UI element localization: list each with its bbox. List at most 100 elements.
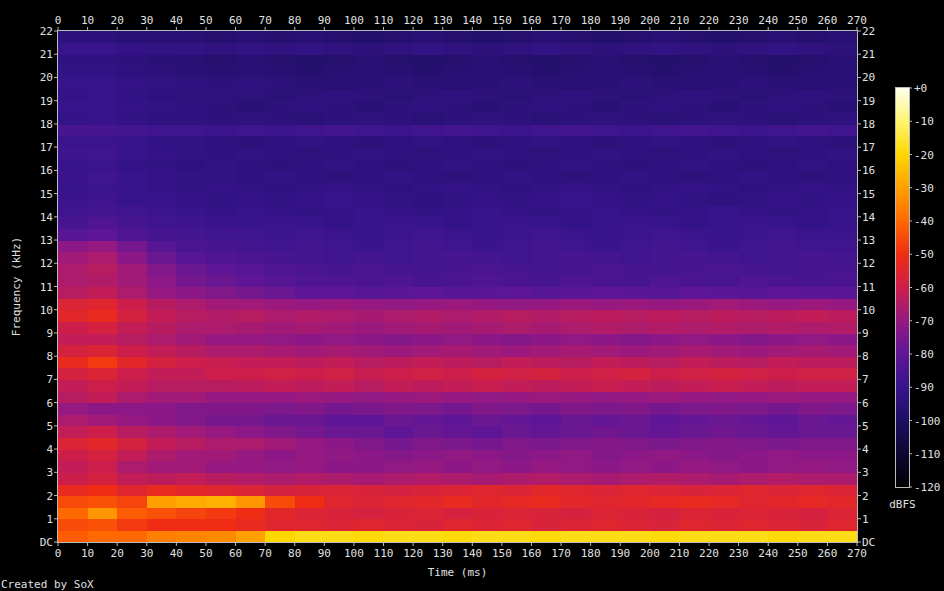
cell	[265, 519, 295, 531]
cell	[472, 356, 502, 368]
cell	[295, 403, 325, 415]
cell	[324, 298, 354, 310]
cell	[561, 182, 591, 194]
x-tick-label: 180	[581, 547, 601, 560]
cell	[679, 31, 709, 43]
cell	[206, 66, 236, 78]
cell	[88, 496, 118, 508]
cell	[384, 530, 414, 542]
cell	[591, 54, 621, 66]
cell	[768, 414, 798, 426]
cell	[502, 194, 532, 206]
cell	[384, 43, 414, 55]
cell	[147, 182, 177, 194]
cell	[739, 426, 769, 438]
cell	[561, 368, 591, 380]
cell	[561, 379, 591, 391]
cell	[679, 43, 709, 55]
cell	[58, 287, 88, 299]
cell	[265, 205, 295, 217]
x-tick-label: 160	[522, 547, 542, 560]
cell	[236, 263, 266, 275]
cell	[354, 89, 384, 101]
cell	[324, 240, 354, 252]
credit: Created by SoX	[1, 578, 94, 591]
cell	[739, 263, 769, 275]
cell	[502, 240, 532, 252]
cell	[443, 275, 473, 287]
cell	[413, 205, 443, 217]
cell	[117, 205, 147, 217]
cell	[236, 182, 266, 194]
cell	[827, 321, 857, 333]
cell	[443, 356, 473, 368]
cell	[620, 275, 650, 287]
cell	[147, 321, 177, 333]
cell	[827, 333, 857, 345]
colorbar-tick	[909, 354, 912, 355]
cell	[768, 449, 798, 461]
cell	[591, 298, 621, 310]
cell	[58, 77, 88, 89]
cell	[472, 333, 502, 345]
x-tick-label: 50	[199, 14, 212, 27]
cell	[413, 368, 443, 380]
cell	[739, 31, 769, 43]
cell	[472, 170, 502, 182]
cell	[650, 205, 680, 217]
cell	[827, 275, 857, 287]
x-tick-label: 20	[111, 14, 124, 27]
cell	[472, 379, 502, 391]
y-tick-label: DC	[862, 536, 875, 549]
colorbar-tick	[909, 453, 912, 454]
cell	[236, 379, 266, 391]
cell	[265, 414, 295, 426]
cell	[384, 182, 414, 194]
cell	[709, 298, 739, 310]
cell	[679, 228, 709, 240]
cell	[295, 136, 325, 148]
cell	[739, 379, 769, 391]
cell	[620, 472, 650, 484]
cell	[531, 159, 561, 171]
cell	[354, 298, 384, 310]
cell	[827, 43, 857, 55]
cell	[768, 228, 798, 240]
cell	[798, 287, 828, 299]
cell	[531, 240, 561, 252]
cell	[679, 519, 709, 531]
cell	[206, 205, 236, 217]
cell	[531, 217, 561, 229]
cell	[443, 159, 473, 171]
y-tick	[857, 495, 861, 496]
cell	[295, 356, 325, 368]
cell	[354, 66, 384, 78]
cell	[502, 496, 532, 508]
cell	[739, 356, 769, 368]
cell	[709, 217, 739, 229]
cell	[58, 43, 88, 55]
x-tick-label: 80	[288, 14, 301, 27]
x-tick	[294, 542, 295, 546]
cell	[561, 31, 591, 43]
cell	[620, 321, 650, 333]
cell	[827, 403, 857, 415]
cell	[827, 77, 857, 89]
y-tick	[857, 123, 861, 124]
cell	[88, 159, 118, 171]
cell	[827, 182, 857, 194]
cell	[739, 321, 769, 333]
cell	[709, 159, 739, 171]
cell	[709, 54, 739, 66]
cell	[206, 89, 236, 101]
cell	[827, 437, 857, 449]
cell	[768, 252, 798, 264]
cell	[117, 507, 147, 519]
cell	[768, 321, 798, 333]
cell	[176, 379, 206, 391]
cell	[709, 228, 739, 240]
cell	[620, 240, 650, 252]
cell	[827, 205, 857, 217]
cell	[591, 89, 621, 101]
cell	[384, 345, 414, 357]
